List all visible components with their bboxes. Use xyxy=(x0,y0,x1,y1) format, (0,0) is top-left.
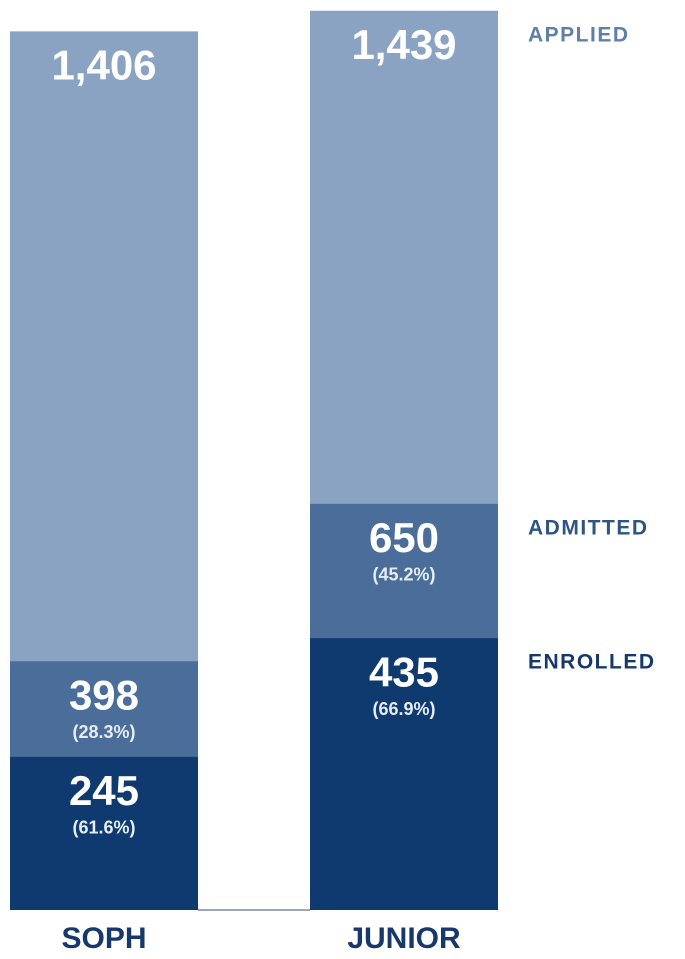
value-label: 245 xyxy=(69,767,139,814)
x-tick-label: JUNIOR xyxy=(347,922,461,955)
share-label: (66.9%) xyxy=(372,699,435,719)
value-label: 398 xyxy=(69,671,139,718)
bar xyxy=(310,638,498,910)
x-tick-label: SOPH xyxy=(61,922,146,955)
bar xyxy=(10,756,198,910)
value-label: 435 xyxy=(369,648,439,695)
share-label: (61.6%) xyxy=(72,818,135,838)
share-label: (45.2%) xyxy=(372,565,435,585)
legend-label: ENROLLED xyxy=(528,651,656,674)
value-label: 1,439 xyxy=(351,21,456,68)
legend-label: APPLIED xyxy=(528,23,630,46)
legend-label: ADMITTED xyxy=(528,516,649,539)
value-label: 650 xyxy=(369,514,439,561)
value-label: 1,406 xyxy=(51,41,156,88)
share-label: (28.3%) xyxy=(72,722,135,742)
